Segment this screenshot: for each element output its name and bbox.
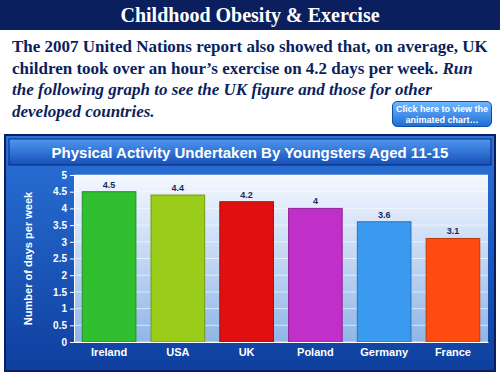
header: Childhood Obesity & Exercise [0, 0, 500, 30]
grid [74, 175, 488, 342]
y-tick-mark [70, 342, 74, 343]
y-tick-mark [70, 175, 74, 176]
y-tick-label: 4 [61, 203, 67, 214]
chart-title: Physical Activity Undertaken By Youngste… [52, 144, 449, 161]
bar [220, 202, 274, 342]
y-axis-line [70, 176, 75, 343]
y-tick-mark [70, 259, 74, 260]
x-tick-label: France [435, 346, 471, 358]
y-tick-label: 1 [61, 303, 67, 314]
data-label: 3.1 [447, 226, 460, 236]
x-tick-label: Poland [297, 346, 334, 358]
bar [289, 208, 343, 342]
y-tick: 4.5 [53, 186, 74, 197]
y-tick-mark [70, 225, 74, 226]
y-tick-label: 2.5 [53, 253, 67, 264]
bar [82, 192, 136, 342]
x-tick: France [435, 342, 471, 358]
x-tick: Poland [297, 342, 334, 358]
data-label: 4.2 [240, 190, 253, 200]
y-tick-label: 0 [61, 337, 67, 348]
x-tick: USA [166, 342, 189, 358]
y-tick-label: 0.5 [53, 320, 67, 331]
y-tick: 2.5 [53, 253, 74, 264]
y-axis-title: Number of days per week [22, 191, 34, 325]
y-tick-label: 5 [61, 170, 67, 181]
grid-line [74, 175, 488, 176]
bars [82, 192, 479, 342]
y-tick-mark [70, 292, 74, 293]
x-tick: Ireland [91, 342, 127, 358]
data-label: 4.4 [172, 183, 185, 193]
x-axis: Ireland USA UK Poland Germany France [75, 342, 489, 358]
plot-area [74, 175, 488, 342]
y-tick-mark [70, 309, 74, 310]
y-tick: 2 [61, 270, 74, 281]
y-tick-label: 2 [61, 270, 67, 281]
chart-panel [5, 135, 495, 371]
bar [151, 195, 205, 342]
y-tick: 0 [61, 337, 74, 348]
y-tick-mark [70, 208, 74, 209]
data-labels: 4.5 4.4 4.2 4 3.6 3.1 [103, 180, 459, 237]
x-tick-label: Ireland [91, 346, 127, 358]
y-tick: 4 [61, 203, 74, 214]
y-tick-label: 3.5 [53, 220, 67, 231]
y-tick-mark [70, 192, 74, 193]
y-tick-label: 4.5 [53, 186, 67, 197]
x-tick-label: UK [239, 346, 255, 358]
y-tick: 5 [61, 170, 74, 181]
x-tick-label: USA [166, 346, 189, 358]
y-tick: 1.5 [53, 287, 74, 298]
data-label: 4 [313, 196, 318, 206]
x-axis-line [75, 342, 489, 343]
intro-plain: The 2007 United Nations report also show… [12, 37, 488, 78]
x-tick: UK [239, 342, 255, 358]
y-tick: 3 [61, 237, 74, 248]
y-tick-mark [70, 325, 74, 326]
data-label: 3.6 [378, 210, 391, 220]
y-axis: 0 0.5 1 1.5 2 2.5 3 3.5 4 4.5 5 [53, 170, 74, 348]
y-tick-label: 1.5 [53, 287, 67, 298]
bar [357, 222, 411, 342]
y-tick: 1 [61, 303, 74, 314]
x-tick-label: Germany [360, 346, 409, 358]
y-tick-mark [70, 275, 74, 276]
animate-button[interactable]: Click here to view the animated chart… [392, 101, 492, 127]
y-tick: 0.5 [53, 320, 74, 331]
chart-svg: Physical Activity Undertaken By Youngste… [0, 0, 500, 375]
y-tick-mark [70, 242, 74, 243]
x-tick: Germany [360, 342, 409, 358]
y-tick-label: 3 [61, 237, 67, 248]
title-bar [9, 139, 491, 165]
data-label: 4.5 [103, 180, 116, 190]
y-tick: 3.5 [53, 220, 74, 231]
bar [426, 238, 480, 342]
